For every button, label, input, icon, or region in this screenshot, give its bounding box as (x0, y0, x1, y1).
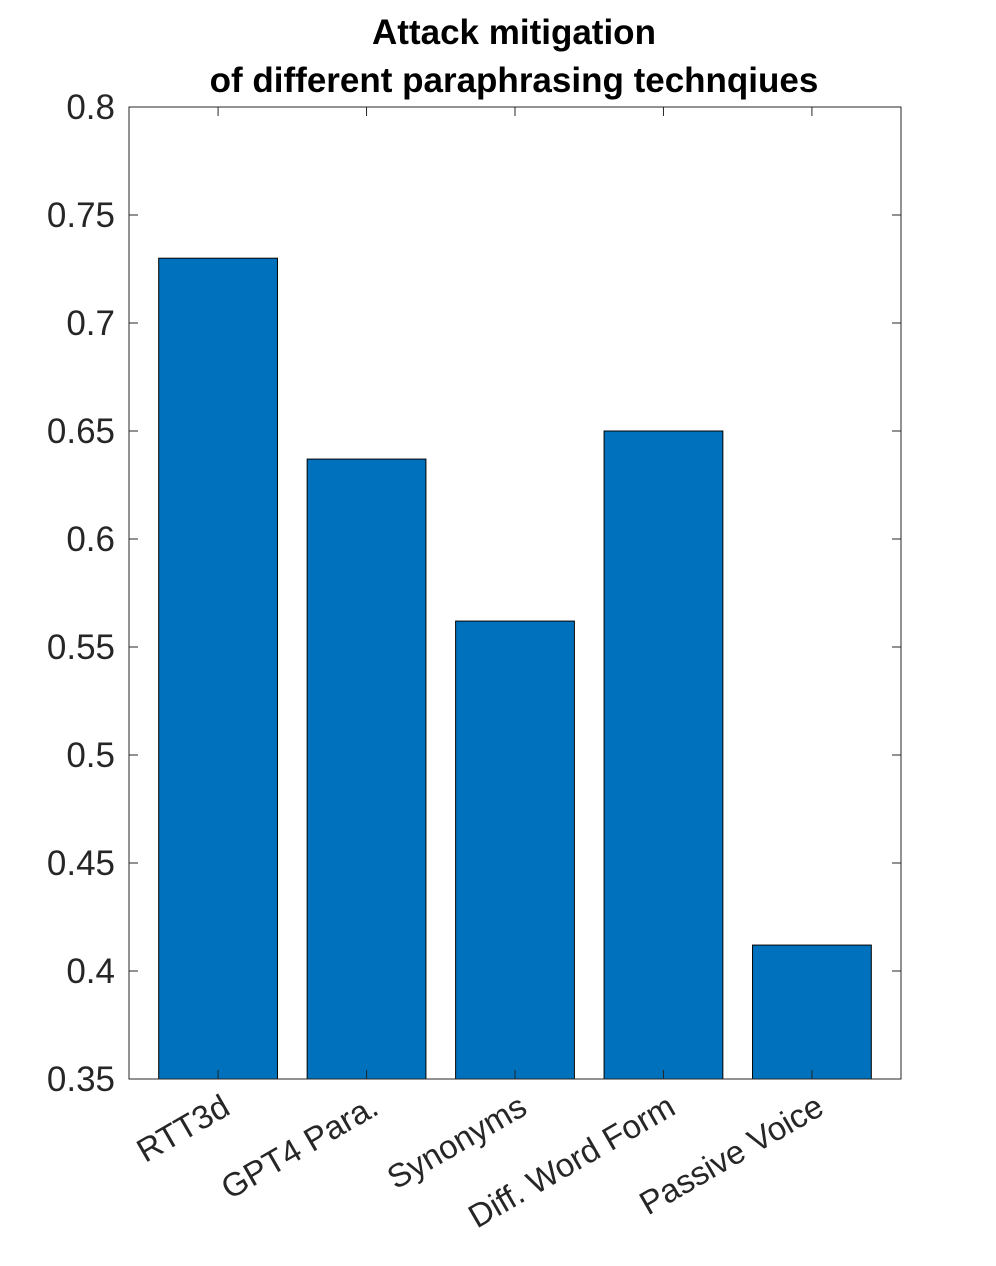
x-tick-label: RTT3d (130, 1087, 235, 1169)
y-tick-label: 0.65 (47, 412, 115, 451)
y-tick-label: 0.45 (47, 844, 115, 883)
x-tick-label: GPT4 Para. (215, 1087, 384, 1206)
bar-1 (158, 257, 278, 1080)
y-tick-label: 0.4 (66, 952, 115, 991)
bar-group (158, 257, 872, 1080)
y-tick-label: 0.35 (47, 1060, 115, 1099)
bar-4 (603, 430, 724, 1080)
y-axis-ticks: 0.35 0.4 0.45 0.5 0.55 0.6 0.65 0.7 0.75 0.8 (47, 88, 901, 1099)
bar-5 (752, 944, 872, 1080)
y-tick-label: 0.8 (66, 88, 115, 127)
chart-title-line-2: of different paraphrasing technqiues (210, 61, 819, 100)
bar-2 (306, 458, 427, 1080)
y-tick-label: 0.75 (47, 196, 115, 235)
y-tick-label: 0.6 (66, 520, 115, 559)
bar-3 (455, 620, 575, 1080)
y-tick-label: 0.5 (66, 736, 115, 775)
chart-title-line-1: Attack mitigation (372, 13, 656, 52)
y-tick-label: 0.7 (66, 304, 115, 343)
y-tick-label: 0.55 (47, 628, 115, 667)
